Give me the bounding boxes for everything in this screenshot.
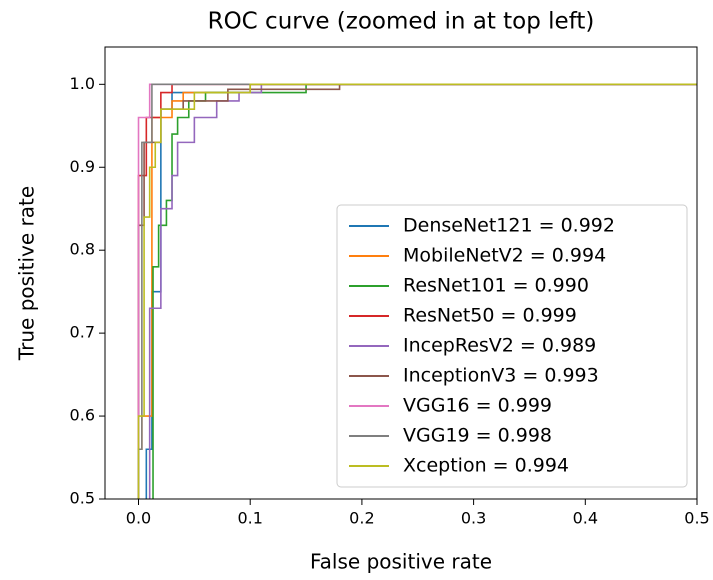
roc-line xyxy=(137,83,697,499)
x-tick-label: 0.3 xyxy=(461,509,486,528)
legend-label: Xception = 0.994 xyxy=(403,455,569,477)
legend-label: ResNet101 = 0.990 xyxy=(403,275,589,297)
x-tick-label: 0.4 xyxy=(573,509,598,528)
y-tick-label: 0.9 xyxy=(70,157,95,176)
x-tick-label: 0.0 xyxy=(126,509,151,528)
y-tick-label: 0.5 xyxy=(70,489,95,508)
y-tick-label: 0.7 xyxy=(70,323,95,342)
legend-label: ResNet50 = 0.999 xyxy=(403,305,577,327)
legend-label: InceptionV3 = 0.993 xyxy=(403,365,599,387)
plot-frame xyxy=(104,46,698,500)
y-tick-label: 0.8 xyxy=(70,240,95,259)
x-tick-label: 0.1 xyxy=(237,509,262,528)
legend-label: MobileNetV2 = 0.994 xyxy=(403,245,606,267)
legend-label: DenseNet121 = 0.992 xyxy=(403,215,615,237)
y-tick-label: 1.0 xyxy=(70,74,95,93)
legend-label: VGG19 = 0.998 xyxy=(403,425,552,447)
chart-title: ROC curve (zoomed in at top left) xyxy=(208,9,595,35)
x-tick-label: 0.2 xyxy=(349,509,374,528)
x-axis-label: False positive rate xyxy=(310,550,492,574)
plot-lines xyxy=(137,83,697,499)
legend-box xyxy=(336,204,688,488)
y-tick-label: 0.6 xyxy=(70,406,95,425)
legend-label: VGG16 = 0.999 xyxy=(403,395,552,417)
x-tick-label: 0.5 xyxy=(684,509,709,528)
y-axis-label: True positive rate xyxy=(15,186,39,361)
legend-label: IncepResV2 = 0.989 xyxy=(403,335,596,357)
